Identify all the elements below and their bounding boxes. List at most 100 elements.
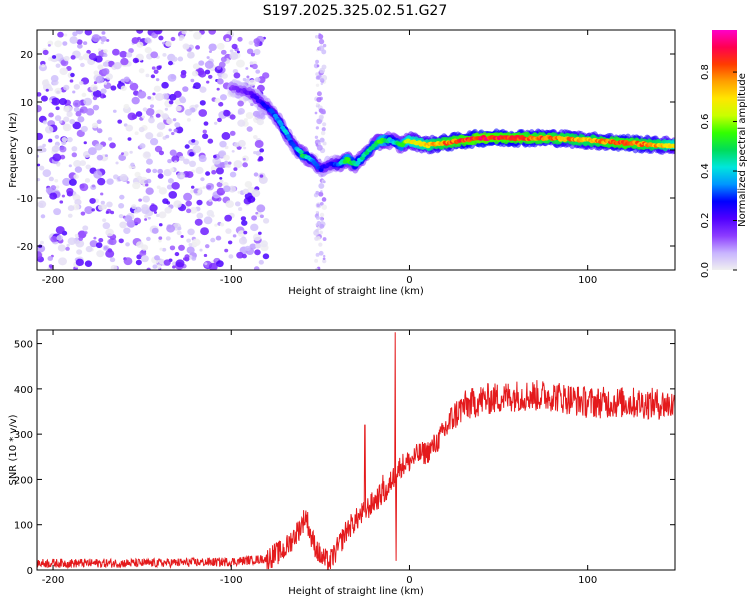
heatmap-noise-blob [318,242,323,247]
heatmap-noise-blob [96,119,102,125]
heatmap-noise-blob [191,70,199,77]
heatmap-noise-blob [258,175,268,184]
heatmap-noise-blob [168,100,174,105]
heatmap-noise-blob [221,132,231,140]
heatmap-noise-blob [233,72,241,79]
heatmap-noise-blob [183,158,190,165]
heatmap-noise-blob [66,111,73,118]
heatmap-noise-blob [258,156,264,162]
heatmap-noise-blob [55,106,60,111]
heatmap-noise-blob [72,121,82,130]
heatmap-noise-blob [158,223,163,227]
heatmap-noise-blob [48,112,54,118]
heatmap-noise-blob [313,63,319,69]
heatmap-noise-blob [58,257,67,266]
heatmap-noise-blob [227,240,233,245]
heatmap-noise-blob [108,238,117,246]
heatmap-noise-blob [182,257,187,261]
heatmap-noise-blob [78,55,84,61]
heatmap-noise-blob [259,174,264,178]
heatmap-noise-blob [57,244,66,252]
heatmap-noise-blob [143,151,151,158]
heatmap-noise-blob [163,168,172,177]
snr-x-tick-label: -200 [42,575,65,586]
heatmap-noise-blob [186,118,191,122]
spectrogram-panel: -200 -100 0 100 -20 -10 0 10 20 Height o… [8,29,676,297]
heatmap-noise-blob [75,258,84,267]
heatmap-noise-blob [162,247,167,252]
heatmap-noise-blob [246,126,253,132]
heatmap-noise-blob [247,195,256,203]
heatmap-noise-blob [254,42,260,47]
heatmap-noise-blob [54,134,60,139]
heatmap-noise-blob [42,169,52,178]
heatmap-noise-blob [187,228,195,236]
heatmap-noise-blob [103,81,108,85]
heatmap-noise-blob [161,81,169,89]
heatmap-noise-blob [138,126,145,133]
heatmap-noise-blob [223,34,232,42]
heatmap-noise-blob [168,128,172,132]
heatmap-noise-blob [256,118,264,126]
snr-frame [36,329,676,571]
heatmap-noise-blob [253,266,260,270]
heatmap-noise-blob [125,124,134,132]
heatmap-noise-blob [37,154,40,158]
heatmap-noise-blob [216,42,225,50]
heatmap-noise-blob [248,40,254,46]
heatmap-noise-blob [51,145,60,153]
heatmap-noise-blob [145,132,154,140]
heatmap-noise-blob [164,206,172,214]
heatmap-noise-blob [117,119,123,124]
heatmap-noise-blob [79,160,87,166]
heatmap-noise-blob [106,38,110,42]
heatmap-noise-blob [42,120,48,125]
heatmap-noise-blob [171,131,175,136]
heatmap-noise-blob [145,73,150,78]
heatmap-noise-blob [139,250,147,257]
heatmap-noise-blob [253,38,261,45]
colorbar-label: Normalized spectral amplitude [737,73,748,227]
heatmap-noise-blob [69,36,78,44]
heatmap-noise-blob [54,40,62,48]
heatmap-noise-blob [92,96,98,101]
heatmap-noise-blob [144,37,151,44]
heatmap-noise-blob [194,104,199,108]
heatmap-noise-blob [234,142,240,148]
heatmap-noise-blob [210,237,216,243]
heatmap-noise-blob [83,41,88,46]
heatmap-noise-blob [139,143,146,149]
heatmap-noise-blob [229,49,234,53]
heatmap-noise-blob [223,185,231,193]
heatmap-noise-blob [56,163,61,167]
heatmap-noise-blob [164,107,169,111]
heatmap-noise-blob [120,85,127,91]
heatmap-noise-blob [158,150,165,156]
snr-y-tick-label: 400 [14,385,33,396]
heatmap-noise-blob [316,220,322,226]
heatmap-noise-blob [204,69,211,75]
heatmap-noise-blob [198,70,207,78]
heatmap-noise-blob [219,94,228,101]
heatmap-noise-blob [72,99,82,108]
heatmap-noise-blob [66,137,73,143]
heatmap-noise-blob [194,218,203,226]
heatmap-noise-blob [134,206,142,213]
heatmap-noise-blob [84,178,91,183]
heatmap-noise-blob [74,233,79,238]
heatmap-noise-blob [252,233,262,241]
spectrogram-x-tick-label: -100 [220,275,243,286]
heatmap-noise-blob [54,179,59,183]
heatmap-noise-blob [169,149,177,156]
heatmap-noise-blob [255,110,265,119]
heatmap-noise-blob [240,216,247,221]
colorbar-tick-label: 0.8 [700,64,711,80]
heatmap-noise-blob [65,246,70,251]
heatmap-noise-blob [165,134,170,139]
heatmap-noise-blob [153,69,159,74]
heatmap-noise-blob [48,176,54,182]
heatmap-noise-blob [255,243,262,249]
heatmap-noise-blob [156,122,166,130]
heatmap-noise-blob [235,59,245,68]
heatmap-noise-blob [320,82,324,86]
